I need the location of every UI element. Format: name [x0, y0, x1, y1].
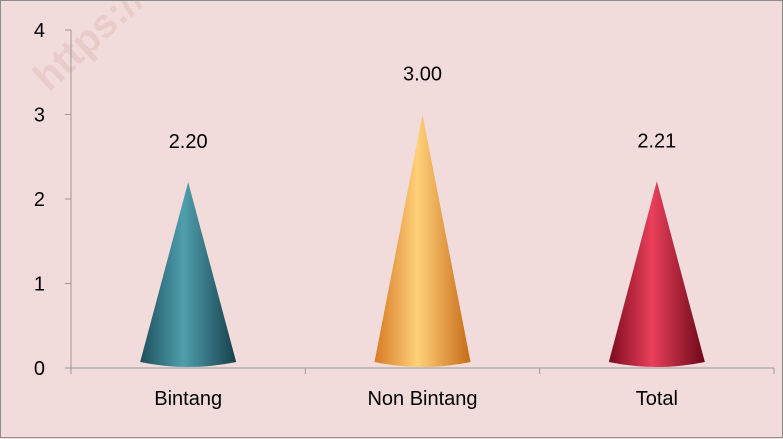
data-label: 3.00	[403, 64, 442, 86]
data-label: 2.20	[169, 131, 208, 153]
data-labels: 2.20 3.00 2.21	[169, 64, 677, 154]
x-axis-ticks	[70, 368, 775, 374]
watermark-text: https://	[25, 1, 153, 100]
cone-total	[608, 181, 705, 367]
cone-series	[140, 114, 705, 367]
category-label: Non Bintang	[367, 388, 477, 410]
cone-bintang	[140, 182, 237, 367]
y-tick-label: 3	[34, 105, 45, 127]
y-tick-label: 1	[34, 274, 45, 296]
category-label: Bintang	[154, 388, 222, 410]
data-label: 2.21	[637, 130, 676, 152]
category-labels: Bintang Non Bintang Total	[154, 388, 678, 410]
cone-non-bintang	[374, 114, 471, 367]
y-tick-label: 0	[34, 358, 45, 380]
category-label: Total	[636, 388, 678, 410]
y-axis-ticks: 0 1 2 3 4	[34, 20, 71, 380]
y-tick-label: 4	[34, 20, 45, 42]
y-tick-label: 2	[34, 189, 45, 211]
